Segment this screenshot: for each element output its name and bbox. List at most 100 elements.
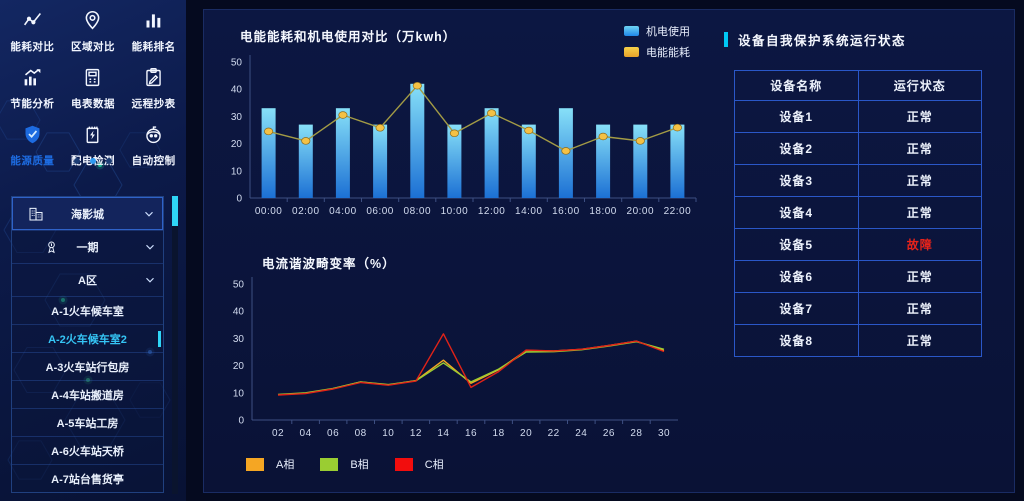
building-icon bbox=[27, 205, 45, 223]
svg-text:04:00: 04:00 bbox=[329, 206, 357, 217]
sidebar-item-label: 区域对比 bbox=[70, 41, 115, 53]
legend-swatch bbox=[246, 457, 264, 471]
tree-item-a2-waiting-room-2[interactable]: A-2火车候车室2 bbox=[12, 324, 163, 352]
svg-text:20:00: 20:00 bbox=[627, 206, 655, 217]
device-name-cell: 设备6 bbox=[734, 260, 859, 293]
chevron-down-icon[interactable] bbox=[144, 274, 156, 286]
legend-item-电能能耗[interactable]: 电能能耗 bbox=[624, 44, 690, 60]
tree-item-label: 海影城 bbox=[71, 208, 104, 221]
svg-text:20: 20 bbox=[520, 428, 532, 439]
svg-text:0: 0 bbox=[236, 194, 242, 205]
clipboard-icon bbox=[143, 67, 164, 88]
svg-text:02:00: 02:00 bbox=[292, 206, 320, 217]
legend-swatch bbox=[394, 457, 413, 471]
sidebar-item-label: 能耗对比 bbox=[10, 41, 55, 53]
legend-item-C相[interactable]: C相 bbox=[394, 456, 444, 472]
device-status-cell: 正常 bbox=[857, 324, 982, 357]
svg-text:06:00: 06:00 bbox=[366, 206, 394, 217]
svg-text:16:00: 16:00 bbox=[552, 206, 580, 217]
device-row: 设备8 正常 bbox=[734, 324, 982, 357]
device-status-panel: 设备自我保护系统运行状态 设备名称 运行状态 设备1 正常 设备2 正常 设备3 正常 设备4 正… bbox=[712, 10, 1014, 492]
device-status-cell: 正常 bbox=[857, 260, 982, 293]
device-row: 设备5 故障 bbox=[734, 228, 982, 261]
line-chart-icon bbox=[22, 10, 43, 31]
bottom-chart-legend: A相 B相 C相 bbox=[246, 456, 470, 472]
device-row: 设备1 正常 bbox=[734, 100, 982, 133]
chevron-down-icon[interactable] bbox=[143, 208, 155, 220]
device-name-cell: 设备3 bbox=[734, 164, 859, 197]
pagination-dot-2[interactable] bbox=[90, 158, 96, 164]
device-name-cell: 设备5 bbox=[734, 228, 859, 261]
tree-item-label: A-2火车候车室2 bbox=[48, 333, 127, 346]
device-name-cell: 设备7 bbox=[734, 292, 859, 325]
tree-item-a3-luggage-room[interactable]: A-3火车站行包房 bbox=[12, 352, 163, 380]
device-row: 设备7 正常 bbox=[734, 292, 982, 325]
tree-item-label: A区 bbox=[78, 275, 97, 287]
device-name-cell: 设备1 bbox=[734, 100, 859, 133]
tree-item-a6-footbridge[interactable]: A-6火车站天桥 bbox=[12, 436, 163, 464]
tree-scrollbar[interactable] bbox=[172, 196, 178, 494]
legend-label: C相 bbox=[424, 459, 444, 471]
sidebar-item-label: 能源质量 bbox=[10, 155, 55, 167]
top-chart-title: 电能能耗和机电使用对比（万kwh） bbox=[240, 30, 457, 44]
pagination-dot-3[interactable] bbox=[106, 158, 112, 164]
sidebar-item-remote-meter-reading[interactable]: 远程抄表 bbox=[123, 67, 184, 111]
chevron-down-icon[interactable] bbox=[144, 241, 156, 253]
svg-text:50: 50 bbox=[233, 280, 245, 291]
location-pin-icon bbox=[82, 10, 103, 31]
device-status-cell: 正常 bbox=[857, 164, 982, 197]
tree-item-a7-platform-kiosk[interactable]: A-7站台售货亭 bbox=[12, 464, 163, 492]
tree-item-a1-waiting-room[interactable]: A-1火车候车室 bbox=[12, 296, 163, 324]
legend-item-A相[interactable]: A相 bbox=[246, 456, 294, 472]
energy-bar-line-chart: 0 10 20 30 40 50 00:00 02:00 04:00 06:00 08:00 10:0… bbox=[231, 55, 697, 217]
sidebar-item-auto-control[interactable]: 自动控制 bbox=[123, 124, 184, 168]
svg-text:50: 50 bbox=[231, 58, 243, 69]
top-chart-legend: 机电使用电能能耗 bbox=[624, 23, 690, 65]
device-status-cell: 正常 bbox=[857, 292, 982, 325]
title-marker bbox=[724, 32, 728, 47]
sidebar-item-region-compare[interactable]: 区域对比 bbox=[63, 10, 124, 54]
tree-item-label: A-5车站工房 bbox=[56, 417, 119, 430]
legend-label: 电能能耗 bbox=[646, 47, 690, 59]
svg-text:16: 16 bbox=[465, 428, 477, 439]
svg-text:10: 10 bbox=[231, 166, 243, 177]
tree-item-zone-a[interactable]: A区 bbox=[12, 263, 163, 296]
svg-text:40: 40 bbox=[231, 85, 243, 96]
legend-item-B相[interactable]: B相 bbox=[320, 456, 369, 472]
meter-icon bbox=[82, 67, 103, 88]
shield-check-icon bbox=[22, 124, 43, 145]
sidebar-item-energy-saving-analysis[interactable]: 节能分析 bbox=[2, 67, 63, 111]
legend-item-机电使用[interactable]: 机电使用 bbox=[624, 23, 690, 39]
svg-text:30: 30 bbox=[233, 334, 245, 345]
device-status-cell: 故障 bbox=[857, 228, 982, 261]
tree-item-phase-one[interactable]: 一期 bbox=[12, 230, 163, 263]
svg-text:30: 30 bbox=[658, 428, 670, 439]
tree-item-a4-switch-house[interactable]: A-4车站搬道房 bbox=[12, 380, 163, 408]
tree-item-a5-work-house[interactable]: A-5车站工房 bbox=[12, 408, 163, 436]
tree-scrollbar-thumb[interactable] bbox=[172, 196, 178, 226]
svg-text:28: 28 bbox=[630, 428, 642, 439]
svg-text:10:00: 10:00 bbox=[441, 206, 469, 217]
sidebar-item-label: 电表数据 bbox=[70, 98, 115, 110]
harmonic-distortion-line-chart: 0 10 20 30 40 50 02 04 06 08 10 12 14 16 18 20 22 24 26 28 3… bbox=[233, 277, 678, 439]
tree-item-label: A-1火车候车室 bbox=[51, 305, 124, 318]
sidebar-item-energy-compare[interactable]: 能耗对比 bbox=[2, 10, 63, 54]
pagination-dot-1[interactable] bbox=[74, 158, 80, 164]
device-table-header: 设备名称 bbox=[734, 70, 859, 101]
svg-text:26: 26 bbox=[603, 428, 615, 439]
selected-indicator bbox=[158, 331, 161, 347]
robot-icon bbox=[143, 124, 164, 145]
svg-text:10: 10 bbox=[233, 388, 245, 399]
tree-item-label: 一期 bbox=[76, 242, 99, 254]
svg-text:12:00: 12:00 bbox=[478, 206, 506, 217]
svg-text:40: 40 bbox=[233, 307, 245, 318]
tree-item-label: A-4车站搬道房 bbox=[51, 389, 124, 402]
sidebar-item-meter-data[interactable]: 电表数据 bbox=[63, 67, 124, 111]
svg-text:14:00: 14:00 bbox=[515, 206, 543, 217]
sidebar-item-energy-quality[interactable]: 能源质量 bbox=[2, 124, 63, 168]
tree-item-site-haiyingcheng[interactable]: 海影城 bbox=[12, 197, 163, 230]
device-name-cell: 设备4 bbox=[734, 196, 859, 229]
device-status-cell: 正常 bbox=[857, 100, 982, 133]
sidebar-menu: 能耗对比区域对比能耗排名节能分析电表数据远程抄表能源质量配电检测自动控制 bbox=[2, 10, 184, 168]
sidebar-item-energy-ranking[interactable]: 能耗排名 bbox=[123, 10, 184, 54]
